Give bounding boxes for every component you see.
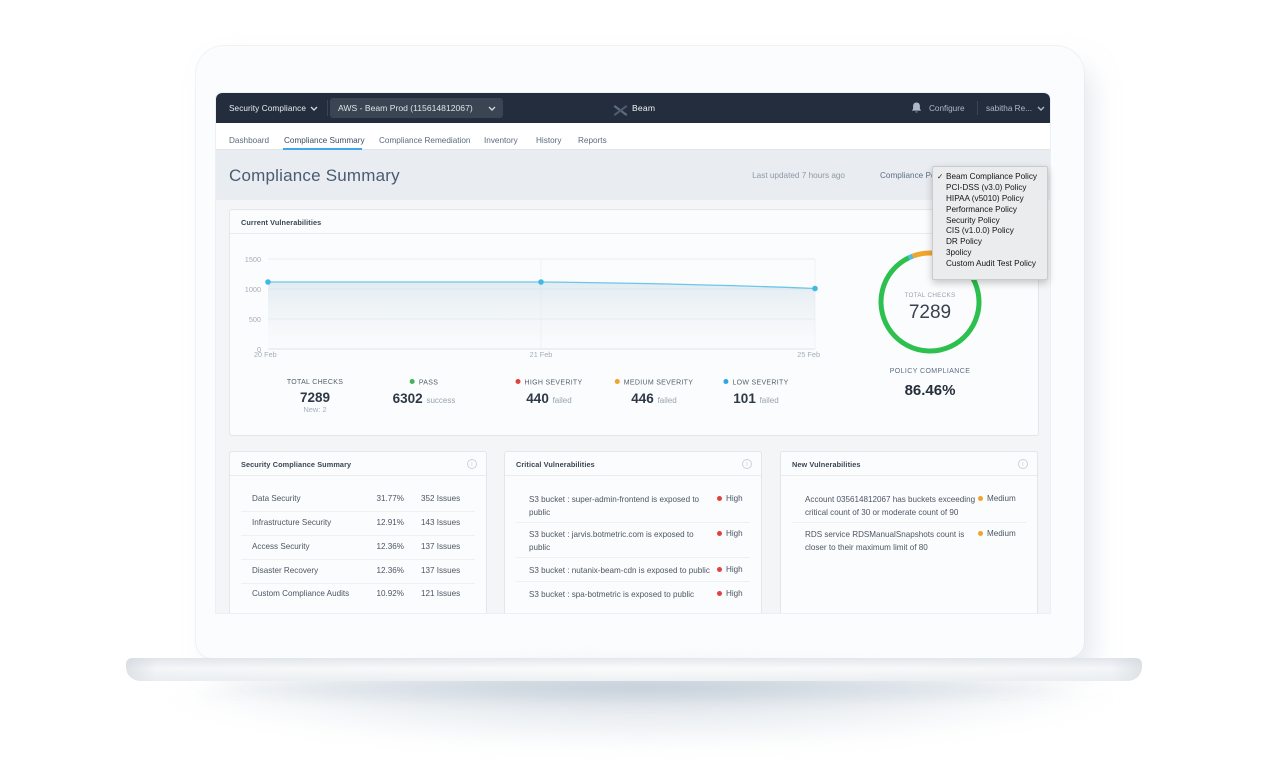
svg-text:21 Feb: 21 Feb (530, 350, 553, 359)
svg-text:25 Feb: 25 Feb (797, 350, 820, 359)
svg-text:20 Feb: 20 Feb (254, 350, 277, 359)
svg-text:500: 500 (249, 315, 261, 324)
svg-text:1000: 1000 (245, 285, 261, 294)
svg-text:1500: 1500 (245, 255, 261, 264)
svg-text:0: 0 (257, 345, 261, 354)
